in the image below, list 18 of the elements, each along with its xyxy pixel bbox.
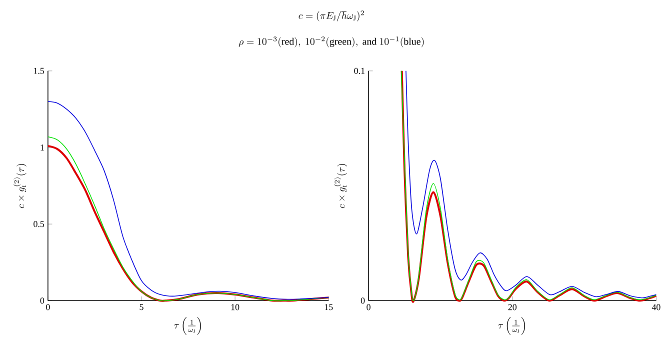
x-tick-label: 10 — [231, 304, 240, 310]
y-tick-label: 0.1 — [354, 68, 365, 74]
x-tick-label: 0 — [366, 304, 370, 310]
y-tick-label: 0.5 — [34, 221, 44, 228]
x-tick-label: 5 — [140, 304, 144, 310]
y-tick-label: 1 — [40, 144, 44, 151]
x-tick-label: 40 — [652, 304, 660, 310]
x-axis-title: $\tau\left(\frac{1}{\omega_\mathrm{J}}\right)$ — [174, 317, 201, 336]
x-tick-label: 20 — [508, 304, 517, 310]
y-axis-title: $c\times g_\mathrm{t}^{(2)}(\tau)$ — [334, 164, 348, 208]
x-tick-label: 0 — [46, 304, 50, 310]
y-axis-title: $c\times g_\mathrm{t}^{(2)}(\tau)$ — [14, 164, 26, 208]
x-tick-label: 15 — [324, 304, 333, 310]
chart-subtitle: $\rho=10^{-3}(\mathrm{red}),\ 10^{-2}(\mathrm{green}),\ \mathrm{and}\ 10^{-1}(\mathrm{blue})$ — [238, 36, 424, 48]
x-axis-title: $\tau\left(\frac{1}{\omega_\mathrm{J}}\right)$ — [498, 317, 525, 336]
y-tick-label: 1.5 — [34, 68, 44, 74]
y-tick-label: 0 — [40, 298, 44, 304]
chart-title: $c=(\pi E_\mathrm{J}/\hbar\omega_\mathrm{J})^2$ — [298, 10, 364, 22]
